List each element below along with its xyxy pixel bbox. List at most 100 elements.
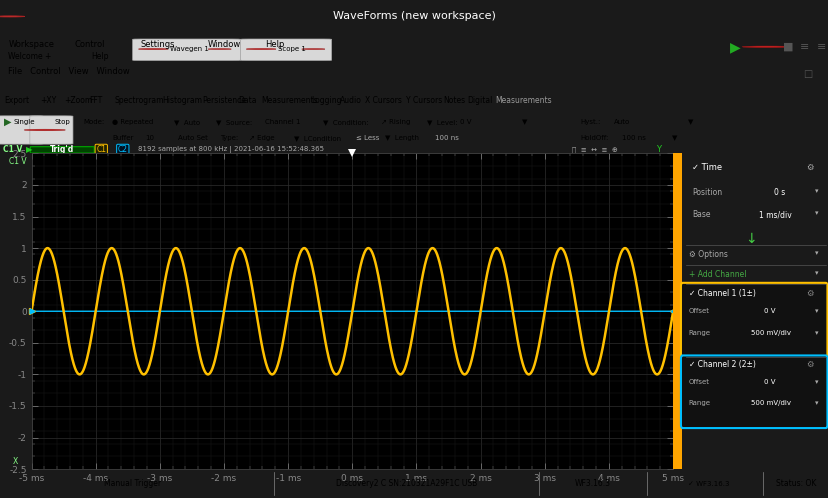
Text: Mode:: Mode:: [83, 119, 104, 125]
Text: ✓ WF3.16.3: ✓ WF3.16.3: [687, 481, 729, 487]
Text: ≡: ≡: [799, 42, 808, 52]
Text: Data: Data: [238, 96, 256, 105]
Text: Position: Position: [691, 188, 721, 197]
Text: 0 V: 0 V: [460, 119, 471, 125]
Text: ▼  Source:: ▼ Source:: [215, 119, 252, 125]
Text: Wavegen 1: Wavegen 1: [170, 46, 209, 52]
Text: Range: Range: [688, 330, 710, 336]
FancyBboxPatch shape: [0, 116, 43, 144]
Text: Y Cursors: Y Cursors: [406, 96, 442, 105]
Text: 10: 10: [145, 135, 154, 141]
FancyBboxPatch shape: [240, 39, 331, 60]
Text: X: X: [13, 457, 18, 466]
Text: Channel 1: Channel 1: [265, 119, 301, 125]
Text: Auto: Auto: [613, 119, 629, 125]
Text: 100 ns: 100 ns: [621, 135, 645, 141]
Text: ▼  Length: ▼ Length: [385, 135, 419, 141]
Text: ✓ Time: ✓ Time: [691, 163, 721, 172]
Text: Spectrogram: Spectrogram: [114, 96, 164, 105]
Text: ▾: ▾: [814, 308, 817, 314]
Text: Welcome +: Welcome +: [8, 52, 51, 61]
Text: ✓ Channel 1 (1±): ✓ Channel 1 (1±): [688, 288, 754, 297]
Text: ✓ Channel 2 (2±): ✓ Channel 2 (2±): [688, 360, 754, 369]
Text: +XY: +XY: [40, 96, 56, 105]
Text: 100 ns: 100 ns: [435, 135, 459, 141]
Text: Range: Range: [688, 400, 710, 406]
Text: Type:: Type:: [219, 135, 238, 141]
Text: ⚙: ⚙: [806, 288, 813, 297]
Text: Stop: Stop: [55, 119, 70, 125]
Text: 🔍  ≡  ↔  ≡  ⊕: 🔍 ≡ ↔ ≡ ⊕: [571, 146, 617, 153]
Text: ▾: ▾: [814, 270, 817, 276]
Text: Histogram: Histogram: [162, 96, 202, 105]
Text: ▶: ▶: [729, 40, 739, 54]
Text: ▶: ▶: [4, 117, 12, 127]
Text: ▼  LCondition: ▼ LCondition: [294, 135, 341, 141]
Text: Export: Export: [4, 96, 29, 105]
Text: Discovery2 C SN:210321A29F1C USB: Discovery2 C SN:210321A29F1C USB: [335, 479, 476, 488]
FancyBboxPatch shape: [680, 356, 826, 428]
Text: ⚙: ⚙: [806, 163, 813, 172]
Text: WF3.16.3: WF3.16.3: [574, 479, 610, 488]
Text: 500 mV/div: 500 mV/div: [750, 330, 790, 336]
Text: Trig'd: Trig'd: [50, 145, 74, 154]
Text: ≤ Less: ≤ Less: [356, 135, 379, 141]
Text: C2: C2: [118, 145, 128, 154]
Text: ▾: ▾: [814, 210, 817, 216]
Text: 8192 samples at 800 kHz | 2021-06-16 15:52:48.365: 8192 samples at 800 kHz | 2021-06-16 15:…: [137, 146, 324, 153]
Text: ■: ■: [782, 42, 793, 52]
Text: FFT: FFT: [89, 96, 103, 105]
Text: ↓: ↓: [744, 232, 756, 247]
Text: 0 V: 0 V: [763, 308, 774, 314]
Text: Logging: Logging: [310, 96, 341, 105]
Bar: [672, 153, 681, 469]
Text: ▾: ▾: [814, 400, 817, 406]
Circle shape: [24, 129, 65, 131]
Text: ▼  Level:: ▼ Level:: [426, 119, 457, 125]
Text: ▼  Auto: ▼ Auto: [174, 119, 200, 125]
Text: Manual Trigger: Manual Trigger: [104, 479, 161, 488]
Text: ● Repeated: ● Repeated: [112, 119, 153, 125]
Text: ↗ Edge: ↗ Edge: [248, 135, 274, 141]
Text: 0 s: 0 s: [773, 188, 785, 197]
Text: Scope 1: Scope 1: [277, 46, 306, 52]
Text: Buffer: Buffer: [112, 135, 133, 141]
Text: ▾: ▾: [814, 330, 817, 336]
Text: ▼  Condition:: ▼ Condition:: [323, 119, 368, 125]
Circle shape: [741, 46, 791, 48]
Text: Help: Help: [265, 39, 284, 48]
Text: 1 ms/div: 1 ms/div: [758, 210, 791, 219]
Text: HoldOff:: HoldOff:: [580, 135, 608, 141]
Text: Settings: Settings: [141, 39, 176, 48]
Text: Measurements: Measurements: [261, 96, 317, 105]
Text: WaveForms (new workspace): WaveForms (new workspace): [333, 11, 495, 21]
Text: 0 V: 0 V: [763, 379, 774, 385]
Text: C1 V: C1 V: [3, 145, 22, 154]
Text: Measurements: Measurements: [495, 96, 551, 105]
Text: ↗ Rising: ↗ Rising: [381, 119, 410, 125]
Text: Workspace: Workspace: [8, 39, 54, 48]
Circle shape: [246, 48, 276, 49]
Text: ⚙: ⚙: [806, 360, 813, 369]
Text: Digital: Digital: [467, 96, 493, 105]
Circle shape: [138, 48, 168, 49]
Text: ▼: ▼: [671, 135, 676, 141]
Text: ▶: ▶: [26, 145, 32, 154]
Text: C1: C1: [96, 145, 106, 154]
FancyBboxPatch shape: [132, 39, 240, 60]
Text: X Cursors: X Cursors: [364, 96, 401, 105]
Text: Notes: Notes: [443, 96, 465, 105]
Text: Audio: Audio: [339, 96, 361, 105]
Text: ▼: ▼: [522, 119, 527, 125]
Text: + Add Channel: + Add Channel: [688, 270, 745, 279]
Text: File   Control   View   Window: File Control View Window: [8, 67, 130, 76]
Text: ⚙ Options: ⚙ Options: [688, 249, 727, 258]
Text: Offset: Offset: [688, 308, 709, 314]
Circle shape: [0, 16, 25, 17]
Text: Offset: Offset: [688, 379, 709, 385]
Text: Persistence: Persistence: [202, 96, 246, 105]
Text: Status: OK: Status: OK: [775, 479, 815, 488]
FancyBboxPatch shape: [30, 116, 73, 144]
Text: Auto Set: Auto Set: [178, 135, 208, 141]
Text: Base: Base: [691, 210, 710, 219]
